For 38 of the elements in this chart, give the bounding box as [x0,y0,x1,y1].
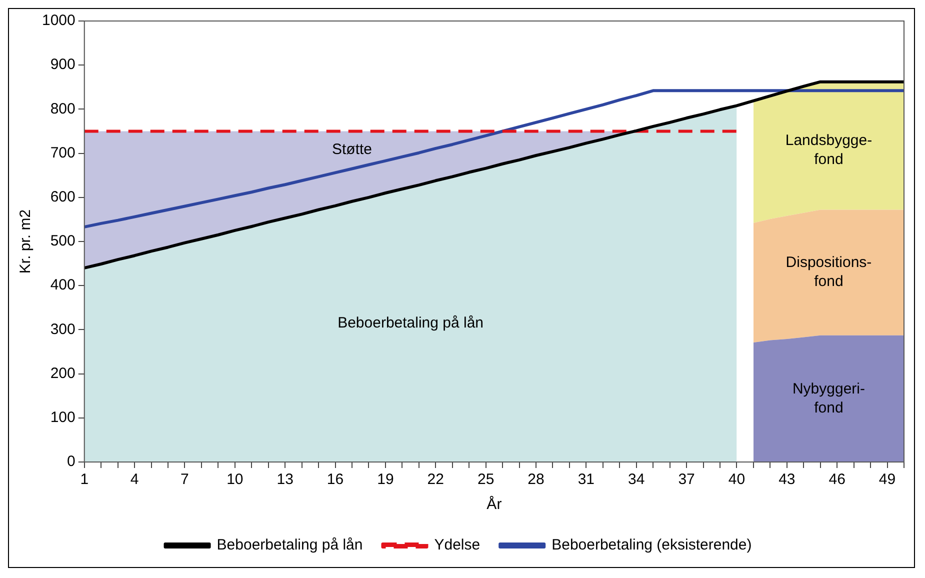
x-tick-label: 1 [80,471,89,488]
x-tick-label: 31 [578,471,595,488]
series-label: Dispositions-fond [786,254,872,290]
series-label: Støtte [332,141,372,158]
x-tick-label: 43 [778,471,796,488]
series-label: Nybyggeri-fond [792,380,865,416]
y-tick-label: 100 [50,409,76,426]
series-label: Landsbygge-fond [785,132,872,168]
x-tick-label: 34 [628,471,645,488]
series-label: Beboerbetaling på lån [338,314,484,332]
x-tick-label: 25 [477,471,494,488]
y-tick-label: 900 [50,56,76,74]
x-tick-label: 49 [878,471,896,488]
x-tick-label: 28 [528,471,544,488]
y-tick-label: 0 [67,453,76,470]
y-tick-label: 200 [50,364,76,382]
x-tick-label: 7 [180,471,189,488]
legend-label: Ydelse [434,536,480,554]
y-tick-label: 600 [50,188,76,206]
y-tick-label: 700 [50,144,76,162]
y-tick-label: 800 [50,100,76,118]
x-tick-label: 40 [728,471,746,488]
legend-label: Beboerbetaling på lån [216,536,363,554]
legend-label: Beboerbetaling (eksisterende) [552,536,752,554]
y-tick-label: 300 [50,320,76,338]
x-tick-label: 22 [427,471,444,488]
x-tick-label: 10 [226,471,244,488]
x-tick-label: 46 [828,471,846,488]
y-tick-label: 500 [50,232,76,250]
x-axis-title: År [486,495,502,514]
x-tick-label: 19 [377,471,394,488]
x-tick-label: 4 [130,471,139,488]
x-tick-label: 16 [326,471,344,488]
y-tick-label: 400 [50,276,76,294]
y-axis-title: Kr. pr. m2 [17,209,34,274]
x-tick-label: 13 [276,471,294,488]
y-tick-label: 1000 [42,12,76,30]
x-tick-label: 37 [678,471,695,488]
